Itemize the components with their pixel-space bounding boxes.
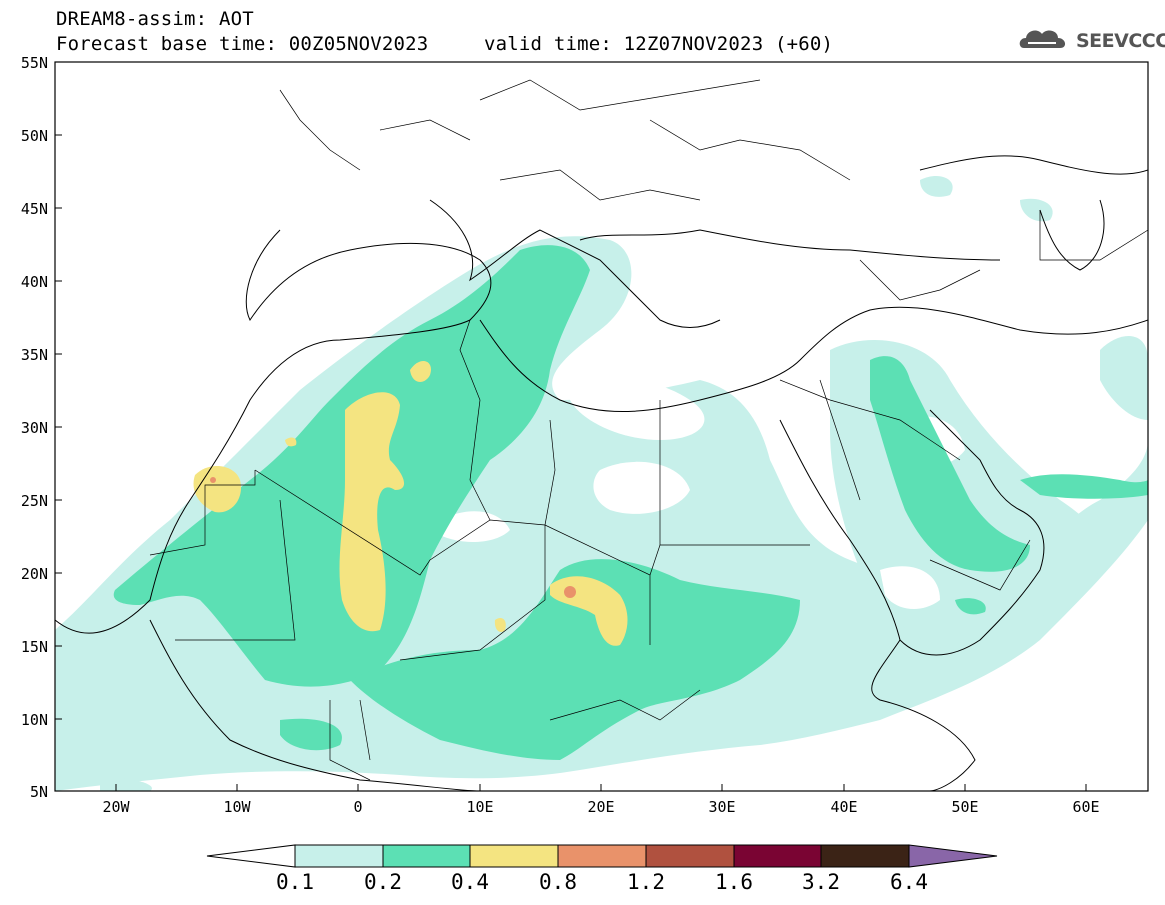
lat-label: 20N [20,565,48,583]
valid-time: valid time: 12Z07NOV2023 (+60) [484,33,834,55]
lon-label: 20E [587,798,615,816]
colorbar-label: 3.2 [802,870,840,894]
base-time: Forecast base time: 00Z05NOV2023 [56,33,429,55]
aot-0.8-1.2-band [210,477,576,598]
lat-label: 15N [20,638,48,656]
lon-label: 0 [353,798,363,816]
lat-label: 50N [20,127,48,145]
lat-label: 55N [20,54,48,72]
lon-label: 40E [830,798,858,816]
colorbar-swatch [557,844,647,868]
lon-label: 10E [466,798,494,816]
colorbar-label: 6.4 [890,870,928,894]
lon-label: 50E [951,798,979,816]
lat-label: 25N [20,492,48,510]
country-borders [149,79,1148,781]
colorbar-label: 0.4 [451,870,489,894]
colorbar-label: 1.6 [715,870,753,894]
lon-label: 60E [1072,798,1100,816]
lat-label: 45N [20,200,48,218]
lon-label: 30E [708,798,736,816]
lon-label: 10W [223,798,251,816]
lat-label: 30N [20,419,48,437]
colorbar-swatch-below [206,844,296,868]
coastlines [55,155,1148,791]
model-title: DREAM8-assim: AOT [56,8,254,30]
colorbar-swatch [469,844,559,868]
colorbar-label: 0.1 [276,870,314,894]
axis-ticks [55,61,1087,791]
colorbar-swatch [382,844,471,868]
colorbar-swatch [645,844,735,868]
lon-label: 20W [102,798,130,816]
colorbar-swatch [820,844,910,868]
cloud-icon [1019,30,1066,48]
colorbar-label: 0.8 [539,870,577,894]
lat-label: 10N [20,711,48,729]
logo-text: SEEVCCC [1076,30,1165,52]
colorbar-swatch-above [908,844,998,868]
lat-label: 35N [20,346,48,364]
colorbar [206,844,998,868]
colorbar-swatch [733,844,822,868]
colorbar-swatch [294,844,384,868]
lat-label: 5N [29,783,48,801]
colorbar-label: 0.2 [364,870,402,894]
lat-label: 40N [20,273,48,291]
colorbar-label: 1.2 [627,870,665,894]
